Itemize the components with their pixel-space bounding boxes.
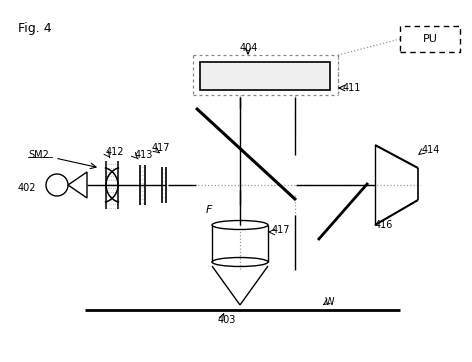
Text: 403: 403 bbox=[218, 315, 236, 325]
Text: 414: 414 bbox=[422, 145, 440, 155]
Text: 417: 417 bbox=[272, 225, 290, 235]
Text: 413: 413 bbox=[135, 150, 153, 160]
Text: Fig. 4: Fig. 4 bbox=[18, 22, 51, 35]
Text: 417: 417 bbox=[152, 143, 170, 153]
Text: 411: 411 bbox=[343, 83, 362, 93]
Text: 402: 402 bbox=[18, 183, 36, 193]
Text: W: W bbox=[325, 297, 335, 307]
Text: PU: PU bbox=[422, 34, 438, 44]
Text: 404: 404 bbox=[240, 43, 258, 53]
Bar bbox=[200, 62, 330, 90]
Text: SM2: SM2 bbox=[28, 150, 49, 160]
Text: 416: 416 bbox=[375, 220, 393, 230]
Text: 412: 412 bbox=[106, 147, 125, 157]
Text: F: F bbox=[206, 205, 212, 215]
